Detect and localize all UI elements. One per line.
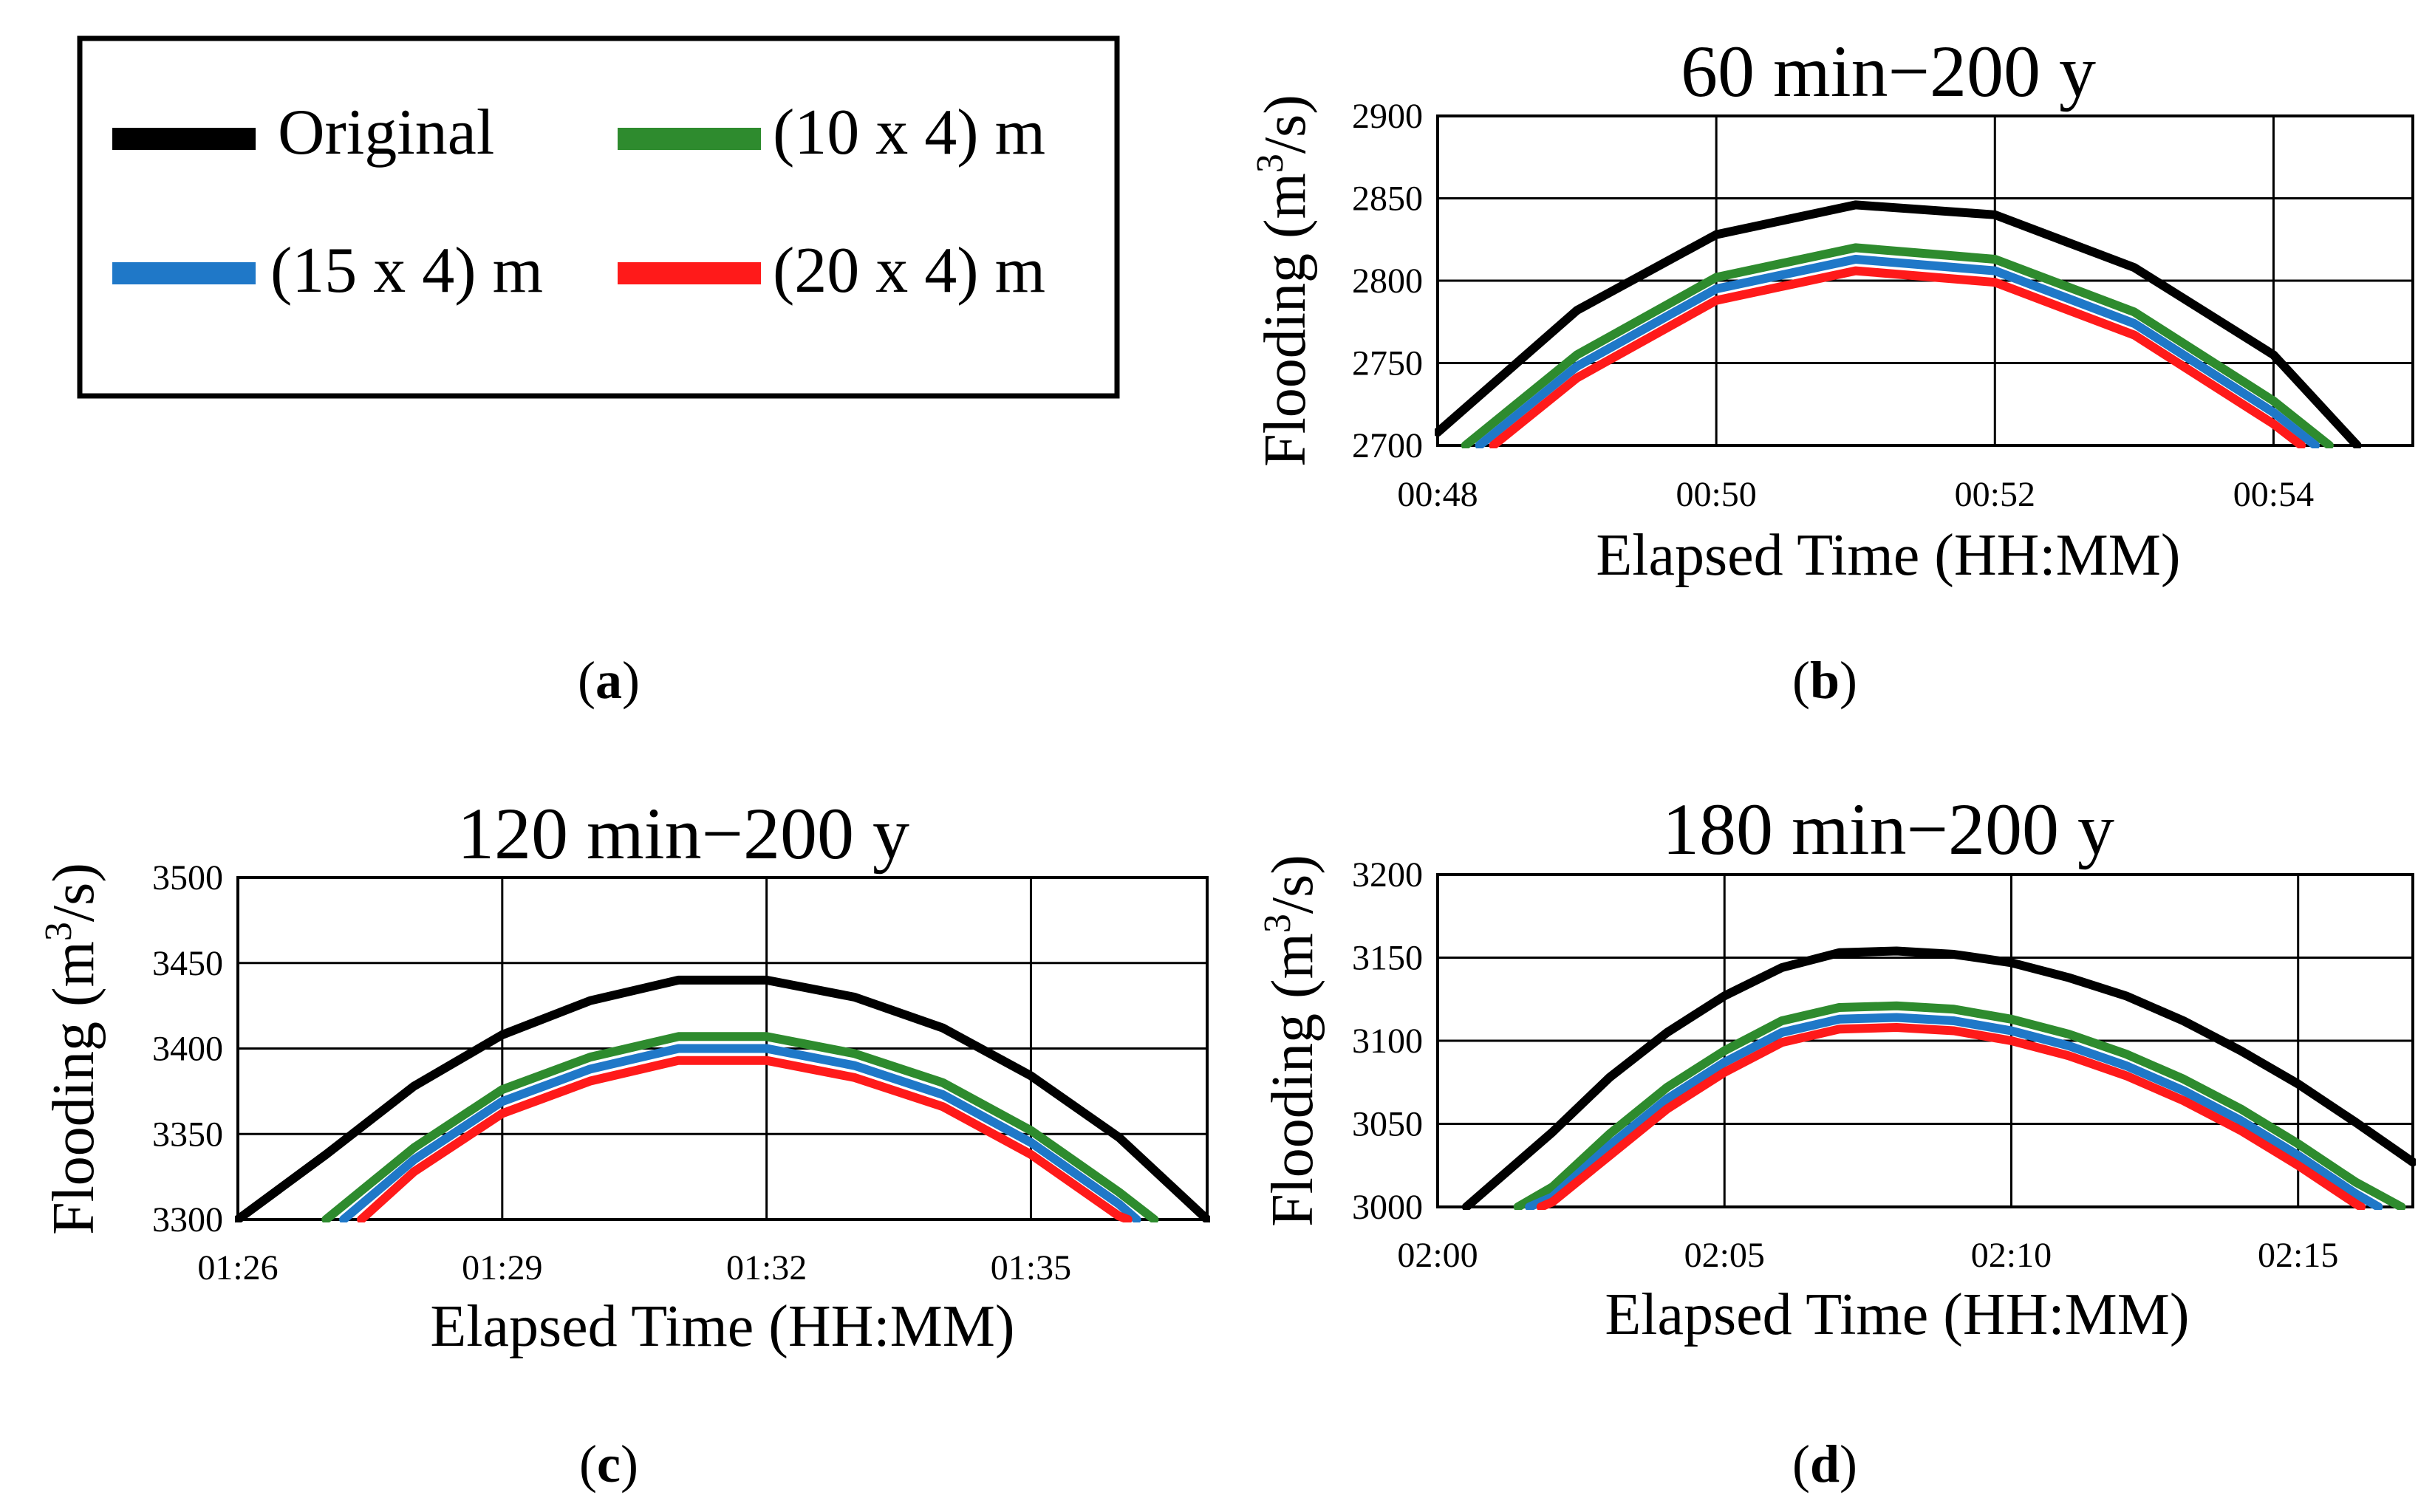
x-tick-label: 02:00 bbox=[1397, 1236, 1478, 1275]
series-line-original bbox=[1461, 946, 2416, 1210]
x-tick-label: 02:05 bbox=[1684, 1236, 1765, 1275]
series-line-20-x-4-m bbox=[357, 1056, 1133, 1222]
x-axis-title: Elapsed Time (HH:MM) bbox=[430, 1294, 1014, 1359]
plot-frame bbox=[1436, 873, 2414, 1208]
y-tick-label: 3100 bbox=[1352, 1022, 1423, 1061]
y-tick-label: 2700 bbox=[1352, 426, 1423, 465]
x-tick-label: 02:10 bbox=[1971, 1236, 2052, 1275]
series-line-original bbox=[1435, 200, 2362, 448]
x-tick-label: 00:48 bbox=[1397, 475, 1478, 514]
y-axis-title: Flooding (m3/s) bbox=[1257, 855, 1325, 1227]
y-axis-title: Flooding (m3/s) bbox=[38, 863, 106, 1235]
plot-frame bbox=[1436, 114, 2414, 447]
y-tick-label: 2850 bbox=[1352, 179, 1423, 219]
x-axis-title: Elapsed Time (HH:MM) bbox=[1596, 523, 2180, 588]
y-tick-label: 3400 bbox=[152, 1030, 223, 1069]
y-tick-label: 3000 bbox=[1352, 1188, 1423, 1227]
y-tick-label: 3500 bbox=[152, 858, 223, 897]
chart-title: 120 min−200 y bbox=[457, 793, 909, 875]
y-tick-label: 3450 bbox=[152, 944, 223, 983]
x-tick-label: 00:54 bbox=[2233, 475, 2314, 514]
series-line-20-x-4-m bbox=[1536, 1023, 2366, 1210]
y-tick-label: 3200 bbox=[1352, 855, 1423, 894]
x-tick-label: 00:52 bbox=[1955, 475, 2035, 514]
chart-60min: 2700 2750 2800 2850 2900 00:48 00:50 00:52 00:54… bbox=[1249, 30, 2414, 588]
panel-label-d: (d) bbox=[1792, 1434, 1857, 1494]
legend-label-original: Original bbox=[278, 97, 494, 168]
y-tick-label: 2800 bbox=[1352, 261, 1423, 301]
series-line-15-x-4-m bbox=[1525, 1013, 2383, 1210]
y-tick-label: 2750 bbox=[1352, 344, 1423, 383]
legend-label-15x4: (15 x 4) m bbox=[270, 235, 543, 307]
series-line-10-x-4-m bbox=[321, 1032, 1159, 1222]
panel-label-b: (b) bbox=[1792, 651, 1857, 710]
x-tick-label: 01:29 bbox=[462, 1248, 542, 1287]
y-tick-label: 2900 bbox=[1352, 97, 1423, 136]
series-line-20-x-4-m bbox=[1489, 266, 2306, 448]
x-tick-label: 01:26 bbox=[197, 1248, 278, 1287]
series-line-10-x-4-m bbox=[1513, 1001, 2406, 1210]
series-line-original bbox=[235, 975, 1210, 1222]
y-axis-title: Flooding (m3/s) bbox=[1249, 95, 1318, 467]
panel-label-c: (c) bbox=[579, 1434, 638, 1494]
series-line-15-x-4-m bbox=[339, 1044, 1141, 1222]
series-line-15-x-4-m bbox=[1475, 255, 2320, 448]
y-tick-label: 3350 bbox=[152, 1115, 223, 1154]
chart-title: 60 min−200 y bbox=[1681, 30, 2096, 112]
chart-180min: 3000 3050 3100 3150 3200 02:00 02:05 02:10 02:15… bbox=[1257, 788, 2416, 1347]
chart-title: 180 min−200 y bbox=[1662, 788, 2114, 870]
x-tick-label: 02:15 bbox=[2258, 1236, 2338, 1275]
x-axis-title: Elapsed Time (HH:MM) bbox=[1605, 1282, 2189, 1347]
legend: Original (10 x 4) m (15 x 4) m (20 x 4) … bbox=[77, 35, 1120, 399]
y-tick-label: 3150 bbox=[1352, 939, 1423, 978]
chart-120min: 3300 3350 3400 3450 3500 01:26 01:29 01:32 01:35… bbox=[38, 793, 1210, 1359]
legend-label-20x4: (20 x 4) m bbox=[773, 235, 1045, 307]
legend-label-10x4: (10 x 4) m bbox=[773, 97, 1045, 168]
legend-box bbox=[77, 35, 1120, 399]
x-tick-label: 01:35 bbox=[991, 1248, 1071, 1287]
x-tick-label: 00:50 bbox=[1676, 475, 1756, 514]
y-tick-label: 3300 bbox=[152, 1200, 223, 1239]
panel-label-a: (a) bbox=[578, 651, 640, 710]
y-tick-label: 3050 bbox=[1352, 1105, 1423, 1144]
plot-frame bbox=[236, 876, 1209, 1221]
x-tick-label: 01:32 bbox=[726, 1248, 807, 1287]
series-line-10-x-4-m bbox=[1461, 243, 2334, 448]
